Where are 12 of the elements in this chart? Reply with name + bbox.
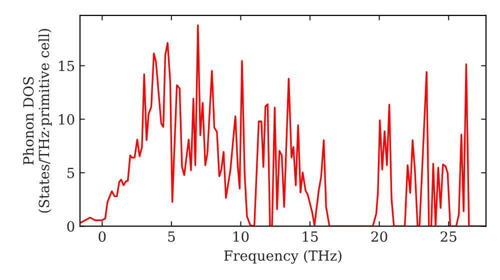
y-tick-label: 0	[67, 221, 74, 232]
x-tick-label: 15	[302, 231, 318, 242]
x-tick-label: 25	[440, 231, 456, 242]
x-axis-title: Frequency (THz)	[224, 250, 342, 264]
y-tick-label: 10	[59, 114, 74, 125]
y-axis-title: Phonon DOS (States/THz·primitive cell)	[22, 28, 52, 213]
y-tick-label: 5	[67, 168, 74, 178]
x-tick-label: 10	[234, 231, 249, 242]
y-tick-label: 15	[59, 60, 74, 72]
x-tick-label: 5	[168, 232, 175, 242]
x-tick-label: 0	[98, 231, 106, 242]
x-tick-label: 20	[371, 231, 388, 242]
